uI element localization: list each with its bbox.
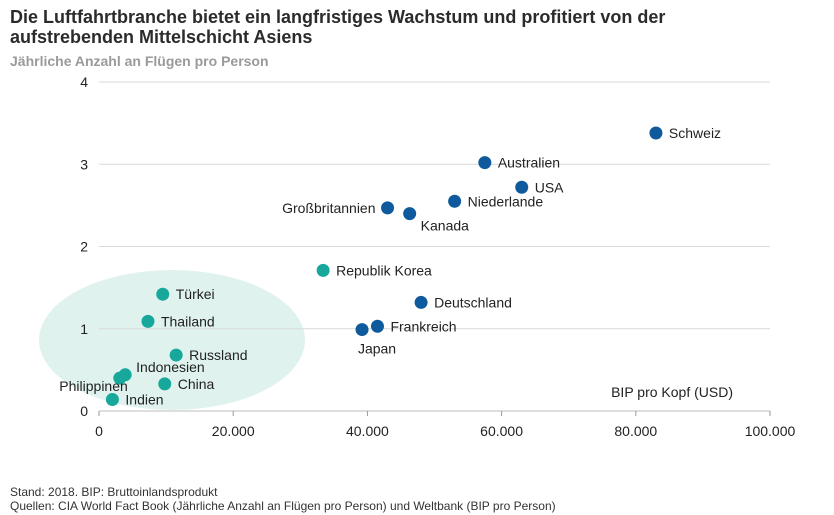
x-tick-label: 0	[95, 423, 103, 439]
data-point	[649, 126, 663, 140]
data-point	[158, 377, 172, 391]
y-tick-label: 4	[80, 74, 88, 90]
data-label: Deutschland	[434, 294, 512, 310]
chart-subtitle: Jährliche Anzahl an Flügen pro Person	[10, 53, 269, 69]
data-point	[448, 194, 462, 208]
data-label: Großbritannien	[282, 200, 375, 216]
data-point	[355, 323, 369, 337]
data-label: Republik Korea	[336, 262, 432, 278]
emerging-markets-highlight	[39, 270, 305, 410]
data-label: Niederlande	[468, 193, 544, 209]
data-label: Türkei	[176, 286, 215, 302]
data-point	[169, 348, 183, 362]
x-tick-label: 100.000	[745, 423, 796, 439]
data-label: Schweiz	[669, 125, 721, 141]
data-point	[370, 319, 384, 333]
data-label: Australien	[498, 155, 560, 171]
data-label: Philippinen	[59, 378, 128, 394]
y-tick-label: 2	[80, 239, 88, 255]
chart-title-line-2: aufstrebenden Mittelschicht Asiens	[10, 27, 313, 47]
x-tick-label: 40.000	[346, 423, 389, 439]
data-point	[105, 392, 119, 406]
data-label: Kanada	[421, 218, 469, 234]
data-point	[478, 156, 492, 170]
footer-sources: Quellen: CIA World Fact Book (Jährliche …	[10, 499, 556, 513]
x-tick-label: 80.000	[614, 423, 657, 439]
data-label: China	[178, 376, 215, 392]
data-label: Japan	[358, 341, 396, 357]
data-point	[403, 207, 417, 221]
data-label: Thailand	[161, 313, 215, 329]
data-label: Russland	[189, 347, 247, 363]
data-point	[515, 180, 529, 194]
x-tick-label: 60.000	[480, 423, 523, 439]
data-point	[113, 371, 127, 385]
data-label: Indien	[125, 391, 163, 407]
data-point	[156, 287, 170, 301]
chart-title-line-1: Die Luftfahrtbranche bietet ein langfris…	[10, 7, 666, 27]
data-point	[381, 201, 395, 215]
footer-note: Stand: 2018. BIP: Bruttoinlandsprodukt	[10, 485, 218, 499]
y-tick-label: 1	[80, 321, 88, 337]
data-point	[316, 263, 330, 277]
data-label: Indonesien	[136, 359, 205, 375]
chart-title: Die Luftfahrtbranche bietet ein langfris…	[10, 7, 810, 47]
x-axis-title: BIP pro Kopf (USD)	[611, 384, 733, 400]
data-label: USA	[535, 179, 564, 195]
x-tick-label: 20.000	[212, 423, 255, 439]
data-point	[141, 314, 155, 328]
data-label: Frankreich	[390, 318, 456, 334]
y-tick-label: 3	[80, 156, 88, 172]
y-tick-label: 0	[80, 403, 88, 419]
data-point	[414, 295, 428, 309]
